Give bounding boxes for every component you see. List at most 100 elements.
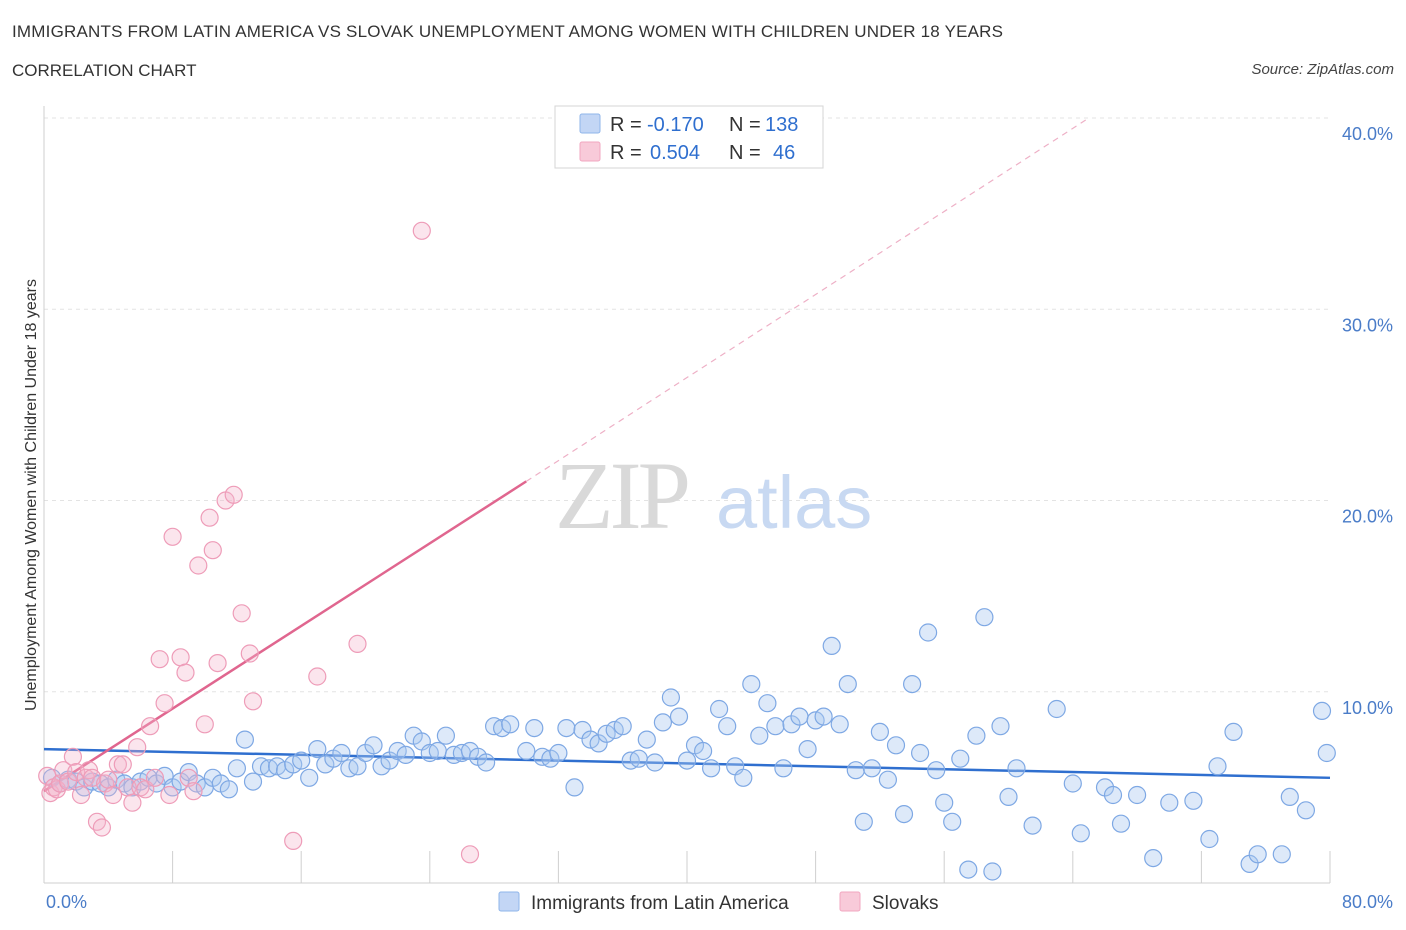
- data-point: [959, 860, 978, 879]
- data-point: [1160, 793, 1179, 812]
- data-point: [525, 718, 544, 738]
- data-point: [1296, 801, 1316, 820]
- data-point: [92, 818, 112, 837]
- data-points: [38, 221, 1336, 881]
- data-point: [171, 648, 190, 667]
- data-point: [798, 739, 817, 759]
- data-point: [1144, 848, 1163, 868]
- data-point: [501, 715, 520, 734]
- data-point: [838, 674, 857, 694]
- data-point: [718, 717, 737, 736]
- y-tick-label: 30.0%: [1342, 315, 1393, 335]
- data-point: [348, 634, 367, 654]
- data-point: [935, 793, 954, 812]
- data-point: [991, 717, 1010, 736]
- legend-swatch-blue: [579, 113, 601, 134]
- data-point: [830, 715, 849, 734]
- data-point: [308, 739, 327, 759]
- data-point: [176, 663, 195, 682]
- data-point: [1280, 787, 1299, 807]
- data-point: [886, 736, 906, 755]
- y-axis-title: Unemployment Among Women with Children U…: [23, 279, 40, 711]
- data-point: [227, 759, 246, 778]
- watermark: ZIP atlas: [555, 442, 872, 549]
- data-point: [1063, 774, 1082, 793]
- data-point: [1023, 816, 1042, 835]
- legend-n-value-2: 46: [773, 142, 795, 164]
- data-point: [677, 751, 697, 770]
- legend-r-label-2: R =: [610, 142, 642, 164]
- data-point: [975, 608, 994, 627]
- data-point: [862, 759, 882, 778]
- data-point: [108, 755, 128, 774]
- data-point: [477, 753, 496, 772]
- data-point: [235, 730, 254, 749]
- data-point: [878, 770, 898, 789]
- data-point: [103, 785, 123, 805]
- legend-n-label-1: N =: [729, 114, 761, 136]
- data-point: [428, 741, 447, 761]
- data-point: [292, 751, 311, 770]
- legend-n-label-2: N =: [729, 142, 761, 164]
- data-point: [460, 845, 480, 864]
- data-point: [1111, 814, 1131, 833]
- trend-lines: [43, 117, 1331, 793]
- data-point: [750, 726, 769, 745]
- data-point: [1184, 791, 1203, 810]
- data-point: [1224, 722, 1243, 742]
- data-point: [436, 726, 455, 745]
- data-point: [910, 743, 930, 763]
- chart-title: IMMIGRANTS FROM LATIN AMERICA VS SLOVAK …: [12, 22, 1004, 41]
- data-point: [208, 653, 227, 673]
- data-point: [967, 726, 986, 745]
- data-point: [1200, 829, 1219, 849]
- data-point: [1317, 743, 1336, 763]
- series-legend-swatch-pink: [839, 891, 861, 912]
- y-tick-label: 20.0%: [1342, 507, 1393, 527]
- data-point: [71, 785, 91, 805]
- data-point: [63, 747, 83, 766]
- data-point: [123, 793, 142, 812]
- data-point: [219, 780, 238, 799]
- data-point: [128, 738, 147, 757]
- data-point: [243, 692, 263, 711]
- data-point: [613, 717, 632, 736]
- data-point: [195, 715, 214, 734]
- data-point: [918, 623, 938, 642]
- data-point: [637, 730, 656, 749]
- data-point: [999, 787, 1018, 807]
- data-point: [87, 812, 107, 831]
- data-point: [814, 707, 833, 726]
- data-point: [774, 759, 793, 778]
- data-point: [549, 743, 568, 763]
- data-point: [1047, 699, 1066, 719]
- data-point: [243, 772, 263, 791]
- data-point: [179, 768, 198, 787]
- watermark-zip: ZIP: [555, 442, 688, 549]
- data-point: [189, 556, 208, 575]
- data-point: [1103, 785, 1123, 805]
- x-tick-label: 0.0%: [46, 892, 87, 912]
- data-point: [364, 736, 383, 755]
- data-point: [902, 674, 922, 694]
- y-tick-label: 10.0%: [1342, 698, 1393, 718]
- data-point: [332, 743, 351, 763]
- data-point: [145, 768, 164, 787]
- data-point: [822, 636, 841, 656]
- data-point: [300, 768, 319, 787]
- data-point: [742, 674, 761, 694]
- data-point: [701, 759, 721, 778]
- data-point: [943, 812, 962, 831]
- data-point: [669, 707, 689, 726]
- data-point: [629, 749, 648, 768]
- data-point: [200, 508, 219, 527]
- data-point: [1071, 824, 1090, 843]
- correlation-legend: R = -0.170 N = 138 R = 0.504 N = 46: [554, 105, 824, 169]
- data-point: [661, 688, 681, 707]
- series-legend-label-2: Slovaks: [872, 893, 939, 914]
- data-point: [284, 831, 303, 851]
- data-point: [155, 694, 174, 713]
- x-tick-labels: 0.0% 80.0%: [46, 892, 1393, 912]
- data-point: [693, 741, 713, 761]
